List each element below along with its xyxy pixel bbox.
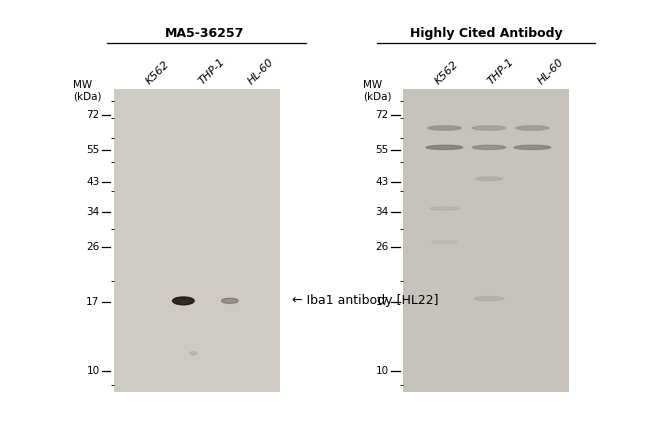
Text: 55: 55 <box>86 145 99 155</box>
Ellipse shape <box>190 352 196 355</box>
Text: 72: 72 <box>86 110 99 120</box>
Text: THP-1: THP-1 <box>196 57 227 87</box>
Text: 26: 26 <box>86 242 99 252</box>
Text: K562: K562 <box>144 59 171 87</box>
Ellipse shape <box>431 241 458 243</box>
Text: ← Iba1 antibody [HL22]: ← Iba1 antibody [HL22] <box>292 294 439 307</box>
Text: 72: 72 <box>376 110 389 120</box>
Ellipse shape <box>473 145 506 149</box>
Ellipse shape <box>515 126 549 130</box>
Ellipse shape <box>428 126 461 130</box>
Ellipse shape <box>426 145 463 149</box>
Ellipse shape <box>476 177 502 181</box>
Text: 17: 17 <box>86 298 99 307</box>
Ellipse shape <box>222 298 238 303</box>
Text: HL-60: HL-60 <box>246 57 276 87</box>
Text: 10: 10 <box>376 366 389 376</box>
Text: K562: K562 <box>433 59 460 87</box>
Text: 43: 43 <box>86 177 99 187</box>
Text: 26: 26 <box>376 242 389 252</box>
Ellipse shape <box>473 126 506 130</box>
Ellipse shape <box>173 297 194 305</box>
Text: 10: 10 <box>86 366 99 376</box>
Text: HL-60: HL-60 <box>536 57 566 87</box>
Text: MW
(kDa): MW (kDa) <box>73 80 102 102</box>
Text: THP-1: THP-1 <box>486 57 516 87</box>
Text: 34: 34 <box>86 207 99 217</box>
Text: Highly Cited Antibody: Highly Cited Antibody <box>410 27 562 40</box>
Text: 34: 34 <box>376 207 389 217</box>
Text: 55: 55 <box>376 145 389 155</box>
Ellipse shape <box>474 297 504 300</box>
Text: 43: 43 <box>376 177 389 187</box>
Text: 17: 17 <box>376 298 389 307</box>
Ellipse shape <box>514 145 551 149</box>
Text: MW
(kDa): MW (kDa) <box>363 80 391 102</box>
Text: MA5-36257: MA5-36257 <box>165 27 244 40</box>
Ellipse shape <box>430 207 460 210</box>
